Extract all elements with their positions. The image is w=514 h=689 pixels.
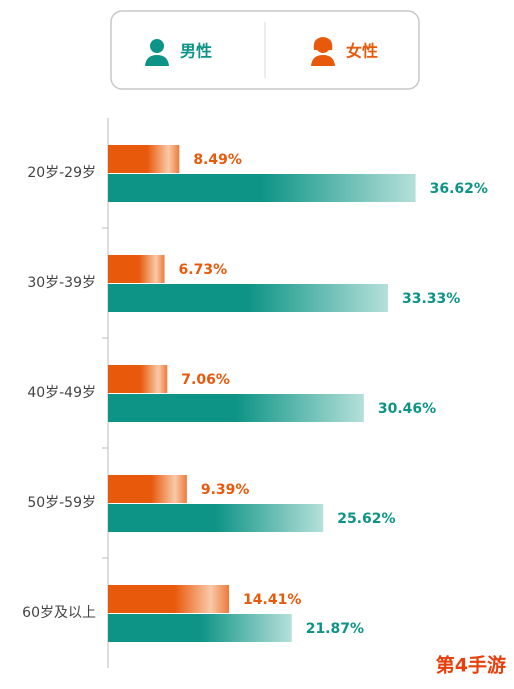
bar [108, 394, 364, 422]
value-label: 33.33% [402, 291, 460, 307]
value-label: 9.39% [201, 482, 250, 498]
bar [108, 614, 292, 642]
legend-label: 女性 [346, 42, 378, 61]
value-label: 8.49% [193, 152, 242, 168]
value-label: 30.46% [378, 401, 436, 417]
value-label: 36.62% [430, 181, 488, 197]
legend-label: 男性 [180, 42, 212, 61]
y-tick-label: 60岁及以上 [22, 605, 96, 621]
bar [108, 145, 180, 173]
value-label: 25.62% [337, 511, 395, 527]
bar [108, 504, 324, 532]
bar [108, 174, 416, 202]
bar [108, 365, 168, 393]
bar [108, 255, 165, 283]
bar [108, 284, 388, 312]
y-tick-label: 40岁-49岁 [27, 385, 96, 401]
y-tick-label: 50岁-59岁 [27, 495, 96, 511]
y-tick-label: 30岁-39岁 [27, 275, 96, 291]
male-icon [145, 39, 169, 66]
value-label: 21.87% [306, 621, 364, 637]
bar [108, 585, 230, 613]
value-label: 14.41% [243, 592, 301, 608]
bar [108, 475, 187, 503]
value-label: 6.73% [179, 262, 228, 278]
value-label: 7.06% [181, 372, 230, 388]
y-tick-label: 20岁-29岁 [27, 165, 96, 181]
female-icon [311, 37, 335, 66]
watermark: 第4手游 [436, 654, 506, 677]
